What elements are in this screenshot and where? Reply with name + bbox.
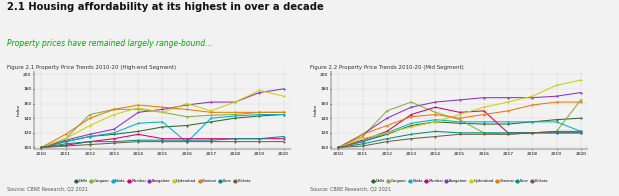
Text: Source: CBRE Research, Q2 2021: Source: CBRE Research, Q2 2021 — [7, 186, 89, 191]
Text: Figure 2.2 Property Price Trends 2010-20 (Mid Segment): Figure 2.2 Property Price Trends 2010-20… — [310, 65, 463, 70]
Text: Figure 2.1 Property Price Trends 2010-20 (High-end Segment): Figure 2.1 Property Price Trends 2010-20… — [7, 65, 176, 70]
Y-axis label: Index: Index — [17, 104, 21, 116]
Text: Source: CBRE Research, Q2 2021: Source: CBRE Research, Q2 2021 — [310, 186, 391, 191]
Text: Property prices have remained largely range-bound...: Property prices have remained largely ra… — [7, 39, 213, 48]
Legend: Delhi, Gurgaon, Noida, Mumbai, Bangalore, Hyderabad, Chennai, Pune, Kolkata: Delhi, Gurgaon, Noida, Mumbai, Bangalore… — [370, 178, 549, 185]
Text: 2.1 Housing affordability at its highest in over a decade: 2.1 Housing affordability at its highest… — [7, 2, 324, 12]
Legend: Delhi, Gurgaon, Noida, Mumbai, Bangalore, Hyderabad, Chennai, Pune, Kolkata: Delhi, Gurgaon, Noida, Mumbai, Bangalore… — [73, 178, 252, 185]
Y-axis label: Index: Index — [314, 104, 318, 116]
